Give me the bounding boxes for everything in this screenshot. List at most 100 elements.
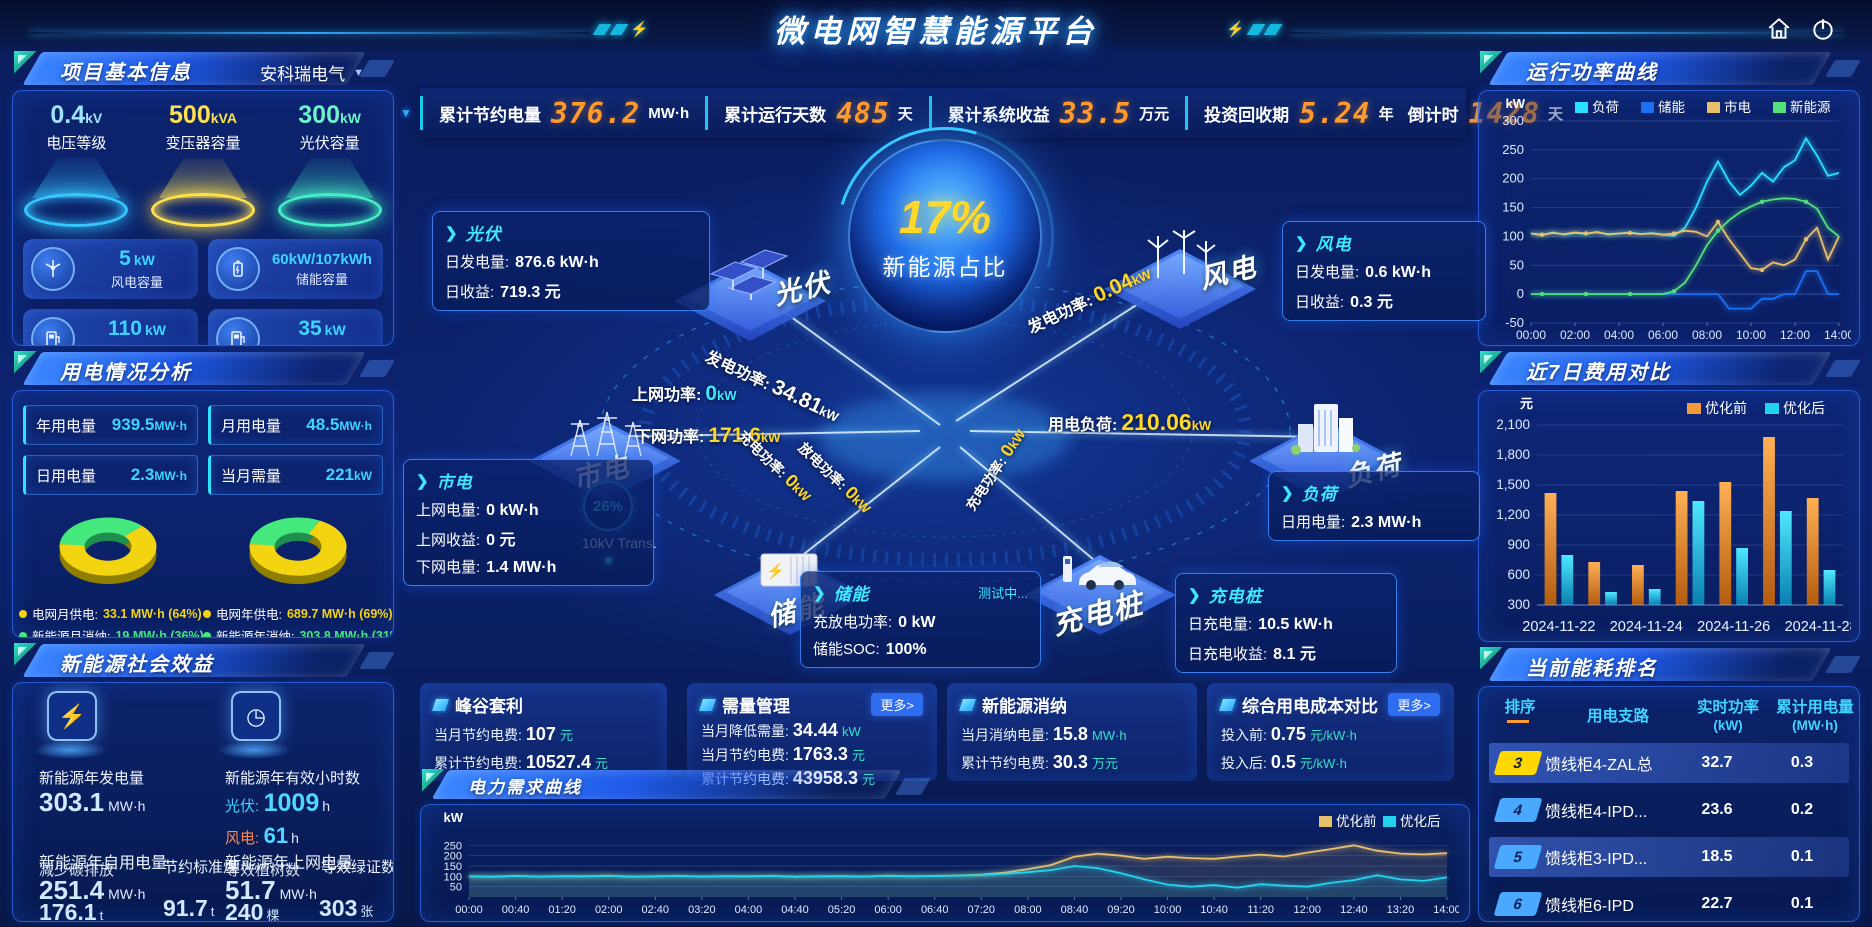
- svg-text:11:20: 11:20: [1247, 904, 1274, 916]
- card-line-value: 10527.4: [525, 752, 591, 772]
- stat-value: 221: [325, 465, 354, 484]
- flow-label: 上网功率:: [632, 387, 702, 404]
- card-line-label: 当月降低需量:: [701, 723, 789, 739]
- legend-label: 新能源月消纳:: [32, 630, 111, 638]
- svg-text:200: 200: [444, 851, 462, 863]
- card-line-unit: 元/kW·h: [1309, 728, 1357, 743]
- stat-label: 日用电量: [36, 467, 97, 485]
- lightning-deco-left-icon: ⚡: [592, 20, 649, 38]
- page-title: 微电网智慧能源平台: [774, 14, 1098, 49]
- svg-text:02:00: 02:00: [595, 904, 623, 916]
- legend-value: 19 MW·h (36%): [115, 628, 204, 638]
- kpi-value: 5.24: [1299, 96, 1371, 130]
- ranking-rows: 3 馈线柜4-ZAL总 32.7 0.3 4 馈线柜4-IPD... 23.6 …: [1479, 739, 1859, 921]
- company-dropdown[interactable]: 安科瑞电气 ▼: [260, 60, 364, 85]
- benefit-unit: MW·h: [108, 798, 146, 814]
- flow-label: 用电负荷:: [1048, 417, 1118, 434]
- card-value: 60kW/107kWh: [271, 250, 373, 268]
- svg-text:0: 0: [1517, 286, 1524, 301]
- power-icon: [1813, 19, 1833, 40]
- panel-corner-icon: [422, 769, 446, 791]
- home-button[interactable]: [1762, 12, 1796, 46]
- flow-unit: kW: [760, 430, 781, 445]
- infobox-label: 日收益:: [445, 284, 495, 301]
- panel-title: 电力需求曲线: [468, 778, 582, 797]
- pedestal-unit: kW: [340, 110, 361, 126]
- pedestal-value: 300: [298, 101, 340, 129]
- card-corner-icon: [699, 698, 716, 711]
- stat-month-usage: 月用电量 48.5MW·h: [208, 405, 383, 445]
- table-row[interactable]: 5 馈线柜3-IPD... 18.5 0.1: [1489, 836, 1849, 877]
- flow-grid-import: 下网功率: 171.6kW: [635, 423, 780, 448]
- infobox-title: 储能: [833, 585, 870, 604]
- panel-title: 运行功率曲线: [1526, 62, 1658, 84]
- legend-dot: [19, 631, 27, 637]
- donut-legends: 电网月供电: 33.1 MW·h (64%) 新能源月消纳: 19 MW·h (36…: [13, 601, 394, 638]
- more-button[interactable]: 更多>: [1388, 693, 1440, 716]
- card-line-value: 1763.3: [792, 744, 848, 764]
- node-ev[interactable]: 充电桩: [1015, 509, 1185, 642]
- kpi-unit: 天: [1548, 103, 1563, 124]
- more-button[interactable]: 更多>: [871, 693, 923, 716]
- svg-text:优化前: 优化前: [1705, 400, 1747, 416]
- benefit-value: 303.1: [39, 787, 105, 817]
- panel-usage-header: 用电情况分析: [12, 350, 394, 390]
- branch-name: 馈线柜6-IPD: [1545, 897, 1634, 915]
- power-button[interactable]: [1806, 12, 1840, 46]
- card-line-unit: 元: [851, 748, 865, 763]
- wind-hours-unit: h: [291, 830, 299, 846]
- flow-unit: kW: [717, 388, 737, 403]
- panel-title: 项目基本信息: [60, 62, 192, 84]
- svg-text:市电: 市电: [1724, 99, 1751, 115]
- stat-label: 年用电量: [36, 417, 97, 435]
- benefit-unit: t: [210, 904, 215, 919]
- infobox-value: 2.3 MW·h: [1351, 514, 1422, 531]
- svg-text:50: 50: [1510, 257, 1524, 272]
- kpi-unit: 天: [897, 105, 913, 123]
- chevron-right-icon: ❯: [813, 584, 826, 602]
- icon-glow: [218, 741, 290, 759]
- legend-label: 电网月供电:: [32, 608, 98, 622]
- benefit-unit: t: [99, 908, 104, 922]
- panel-project-info: 项目基本信息 安科瑞电气 ▼ 0.4kV 电压等级 500kVA 变压器容量: [12, 50, 394, 346]
- card-line-label: 投入前:: [1221, 727, 1267, 743]
- panel-power-body: -50 0 50 100 150 200 250 300 00:00 02:00 04:00 06:0…: [1478, 90, 1860, 346]
- node-wind[interactable]: 风电: [1095, 203, 1265, 329]
- legend-value: 303.8 MW·h (31%: [299, 628, 394, 638]
- svg-text:00:00: 00:00: [455, 904, 483, 916]
- card-line-unit: MW·h: [1091, 728, 1127, 743]
- generation-icon: ⚡: [47, 691, 97, 741]
- kpi-unit: MW·h: [648, 104, 690, 122]
- table-row[interactable]: 6 馈线柜6-IPD 22.7 0.1: [1489, 884, 1849, 921]
- table-row[interactable]: 3 馈线柜4-ZAL总 32.7 0.3: [1489, 742, 1849, 783]
- wind-hours-value: 61: [263, 823, 289, 848]
- card-line-label: 当月节约电费:: [701, 747, 789, 763]
- card-wind-capacity: 5 kW 风电容量: [23, 239, 198, 299]
- svg-text:1,200: 1,200: [1496, 507, 1530, 522]
- stat-unit: MW·h: [339, 419, 372, 433]
- chevron-right-icon: ❯: [1281, 484, 1294, 502]
- panel-benefits-body: ⚡ ◷ 新能源年发电量 303.1 MW·h 新能源年有效小时数 光伏: 1009…: [12, 682, 394, 922]
- panel-corner-icon: [14, 643, 38, 665]
- table-row[interactable]: 4 馈线柜4-IPD... 23.6 0.2: [1489, 790, 1849, 830]
- panel-cost-body: 300 600 900 1,200 1,500 1,800 2,100 元 2024-11-22…: [1478, 390, 1860, 642]
- card-line-unit: 元: [559, 728, 573, 743]
- svg-text:储能: 储能: [1658, 100, 1685, 115]
- infobox-value: 100%: [885, 641, 927, 658]
- header-glow-line-right: [1290, 32, 1842, 34]
- svg-text:1,500: 1,500: [1496, 477, 1530, 492]
- svg-text:100: 100: [444, 871, 462, 883]
- stat-label: 月用电量: [221, 417, 282, 435]
- panel-corner-icon: [1480, 351, 1504, 373]
- light-beam: [158, 158, 247, 198]
- col-power-unit: (kW): [1713, 717, 1743, 733]
- pedestal-value: 500: [169, 101, 211, 129]
- pv-hours-unit: h: [322, 798, 331, 814]
- svg-text:06:00: 06:00: [874, 904, 902, 916]
- usage-stats: 年用电量 939.5MW·h 月用电量 48.5MW·h 日用电量 2.3MW·h 当…: [13, 391, 393, 495]
- panel-rank-body: 排序 用电支路 实时功率 (kW) 累计用电量 (MW·h) 3 馈线柜4-ZAL总…: [1478, 686, 1860, 922]
- collapse-arrow-icon[interactable]: ▼: [400, 106, 412, 120]
- kpi-label: 累计节约电量: [439, 105, 541, 125]
- infobox-storage: ❯ 储能 测试中... 充放电功率: 0 kW 储能SOC: 100%: [800, 571, 1041, 668]
